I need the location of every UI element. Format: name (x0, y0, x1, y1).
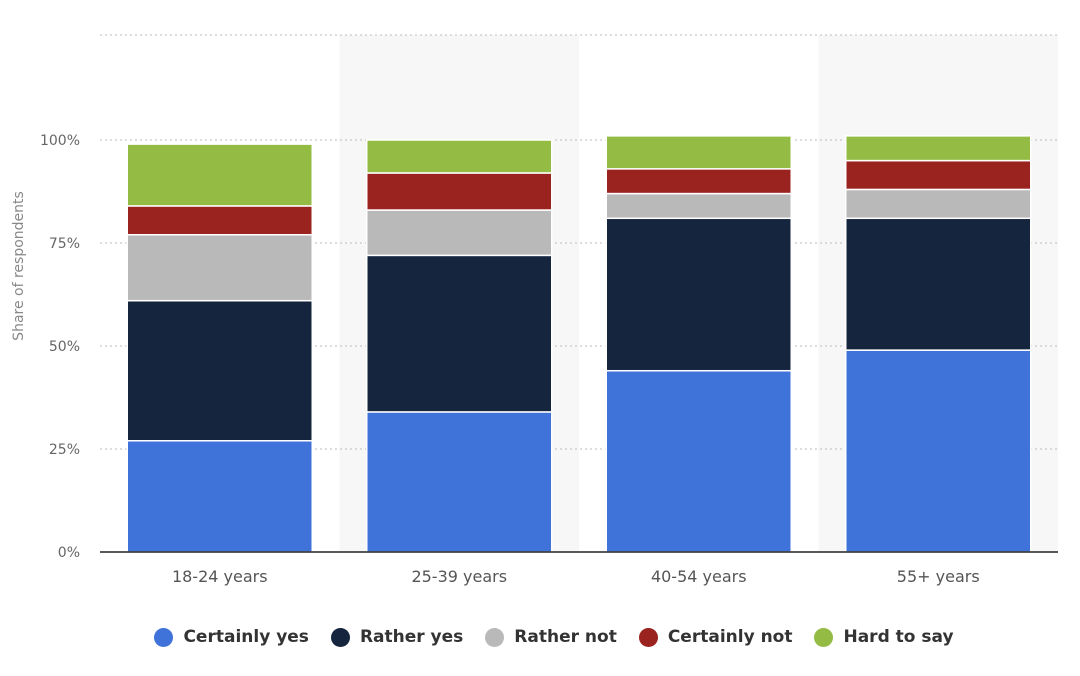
bar-segment[interactable] (126, 440, 313, 553)
y-axis-title: Share of respondents (11, 191, 27, 341)
bar-segment[interactable] (366, 139, 553, 174)
legend-marker-icon (330, 627, 350, 647)
y-tick-label: 50% (49, 339, 80, 355)
x-category-label: 55+ years (897, 567, 980, 586)
bar-segment[interactable] (126, 143, 313, 207)
bar-segment[interactable] (605, 168, 792, 195)
legend-item[interactable]: Certainly yes (154, 627, 309, 647)
x-category-label: 18-24 years (172, 567, 268, 586)
y-tick-label: 75% (49, 236, 80, 252)
stacked-bar-chart: 0% 25% 50% 75% 100% 18-24 years 25-39 years 40… (11, 34, 1058, 586)
bar-segment[interactable] (366, 254, 553, 413)
bar-segment[interactable] (845, 159, 1032, 191)
y-tick-label: 25% (49, 442, 80, 458)
legend-label: Rather yes (359, 627, 464, 647)
bar-segment[interactable] (126, 234, 313, 302)
y-tick-label: 0% (58, 545, 80, 561)
bar-segment[interactable] (126, 299, 313, 442)
bar-segment[interactable] (366, 209, 553, 257)
bar-segment[interactable] (126, 205, 313, 236)
bar-segment[interactable] (366, 411, 553, 553)
legend-marker-icon (485, 627, 505, 647)
legend-item[interactable]: Hard to say (814, 627, 954, 647)
x-axis: 18-24 years 25-39 years 40-54 years 55+ yea… (172, 567, 980, 586)
legend-marker-icon (814, 627, 834, 647)
bar-segment[interactable] (605, 217, 792, 372)
legend-item[interactable]: Rather not (485, 627, 617, 647)
bar-segment[interactable] (605, 192, 792, 220)
y-tick-label: 100% (40, 133, 80, 149)
y-axis: 0% 25% 50% 75% 100% (40, 133, 80, 561)
bar-segment[interactable] (366, 172, 553, 211)
legend-marker-icon (638, 627, 658, 647)
legend-item[interactable]: Certainly not (638, 627, 793, 647)
legend-label: Hard to say (843, 627, 954, 647)
bar-segment[interactable] (845, 135, 1032, 162)
bar-segment[interactable] (605, 135, 792, 170)
bars (126, 135, 1032, 553)
legend: Certainly yes Rather yes Rather not Certain… (0, 620, 1080, 654)
bar-segment[interactable] (605, 369, 792, 553)
bar-segment[interactable] (845, 188, 1032, 220)
legend-label: Certainly yes (183, 627, 309, 647)
x-category-label: 40-54 years (651, 567, 747, 586)
x-category-label: 25-39 years (411, 567, 507, 586)
bar-segment[interactable] (845, 349, 1032, 553)
legend-label: Certainly not (667, 627, 793, 647)
legend-marker-icon (154, 627, 174, 647)
legend-label: Rather not (514, 627, 617, 647)
bar-segment[interactable] (845, 217, 1032, 351)
legend-item[interactable]: Rather yes (330, 627, 464, 647)
